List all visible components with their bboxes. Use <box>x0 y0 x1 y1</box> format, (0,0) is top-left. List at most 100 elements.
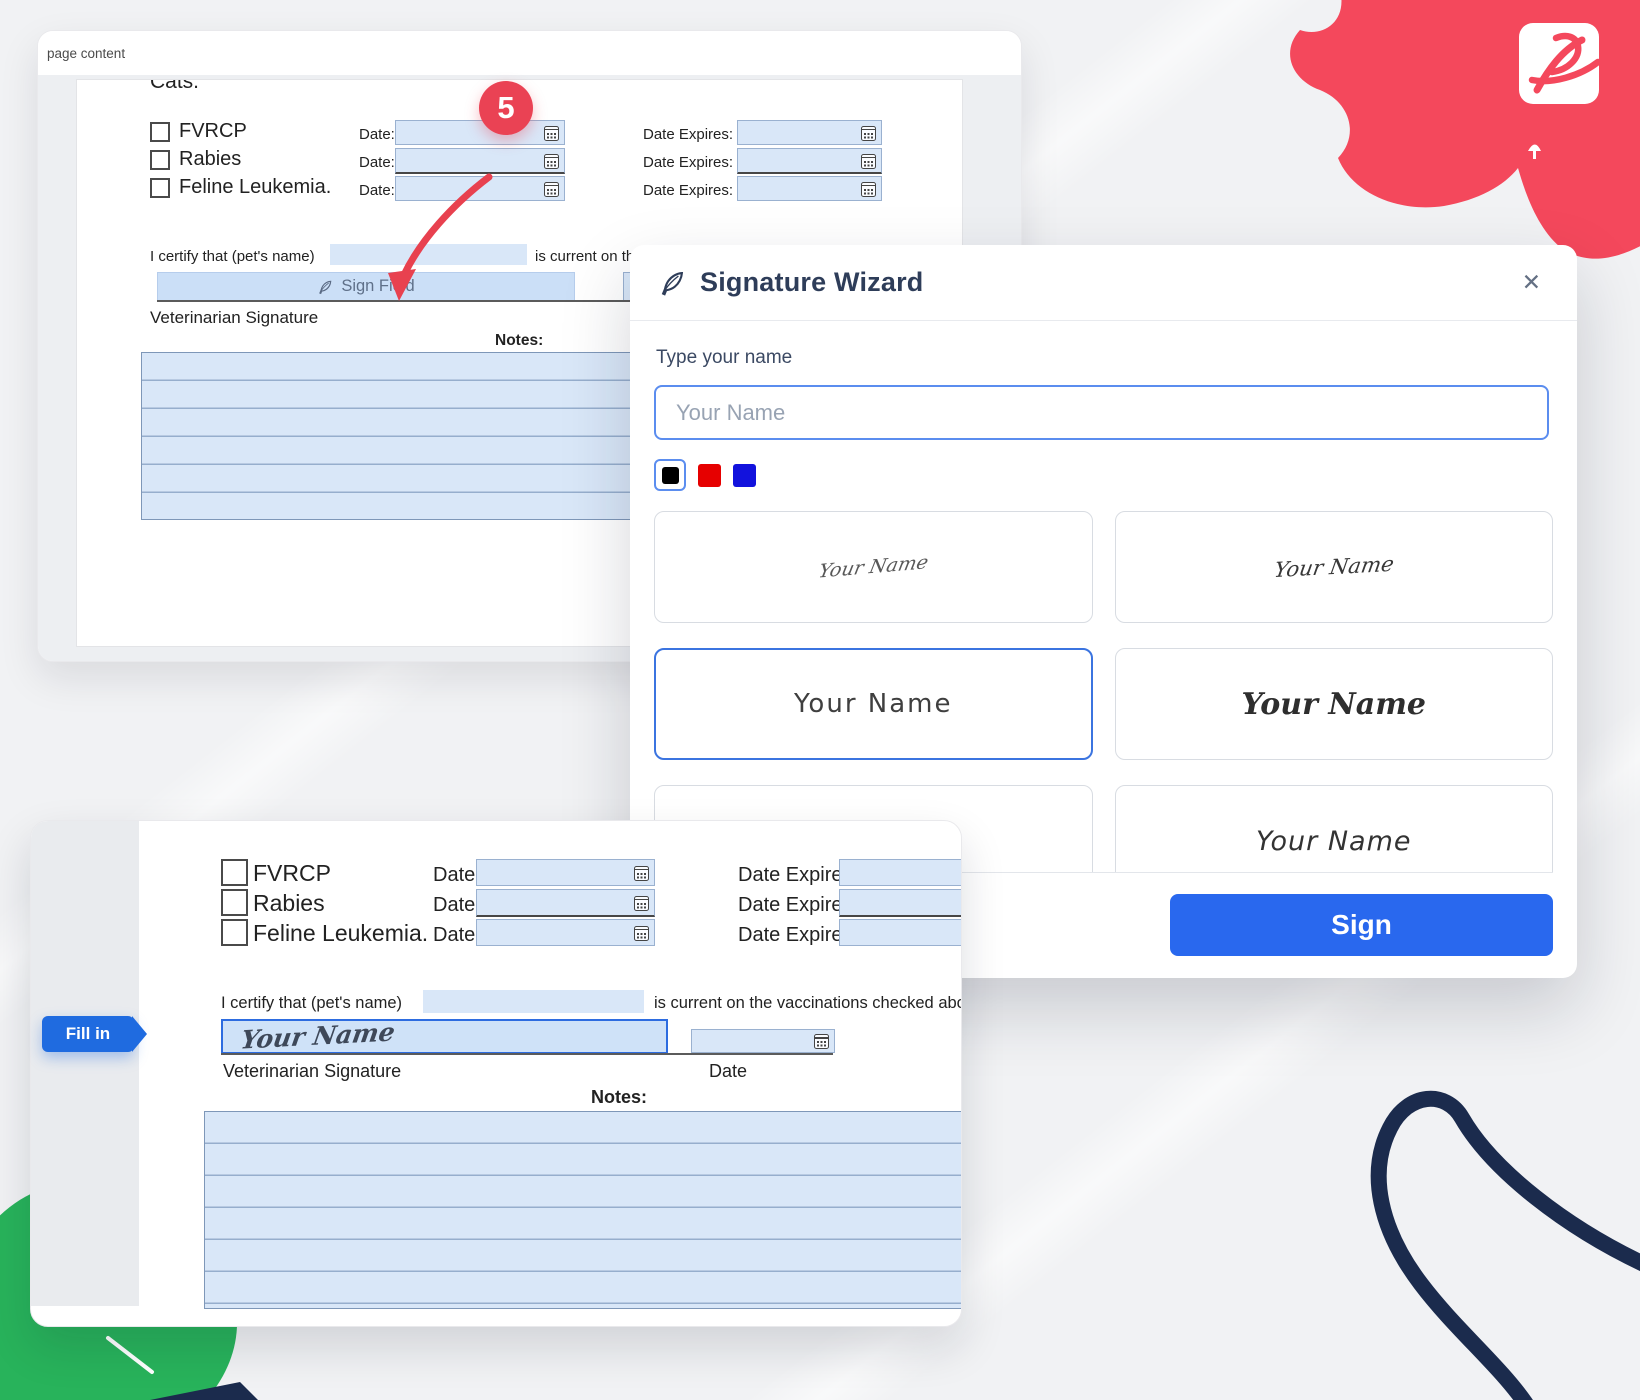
sign-field-button[interactable]: Sign Field <box>157 272 575 301</box>
certify-prefix-text: I certify that (pet's name) <box>150 248 315 265</box>
pdf-page: FVRCP Rabies Feline Leukemia. Date: Date… <box>139 833 961 1326</box>
titlebar-label: page content <box>47 45 126 61</box>
quill-pen-icon <box>319 280 332 294</box>
date-expires-input[interactable] <box>737 120 882 145</box>
calendar-icon <box>634 865 649 881</box>
signature-style-grid: Your Name Your Name Your Name Your Name … <box>654 511 1553 873</box>
date-expires-input[interactable] <box>839 919 961 946</box>
date-label: Date: <box>359 126 395 143</box>
calendar-icon <box>861 181 876 197</box>
checkbox-feline-leukemia[interactable] <box>150 178 170 198</box>
signature-preview-text: Your Name <box>816 551 931 583</box>
signature-style-option-6[interactable]: Your Name <box>1114 785 1553 872</box>
vaccine-label: Rabies <box>253 890 325 916</box>
calendar-icon <box>634 925 649 941</box>
veterinarian-signature-caption: Veterinarian Signature <box>150 308 319 327</box>
quill-pen-icon <box>661 271 684 296</box>
navy-wedge <box>150 1382 258 1400</box>
date-caption: Date <box>709 1061 748 1081</box>
vaccine-label: Feline Leukemia. <box>179 176 332 198</box>
window-titlebar: page content <box>38 31 1021 76</box>
step-badge: 5 <box>479 81 533 135</box>
calendar-icon <box>634 895 649 911</box>
date-expires-input[interactable] <box>839 889 961 917</box>
signature-preview-text: Your Name <box>1256 825 1412 857</box>
date-label: Date: <box>359 182 395 199</box>
date-expires-input[interactable] <box>737 176 882 201</box>
checkbox-feline-leukemia[interactable] <box>221 919 248 946</box>
vaccine-label: Feline Leukemia. <box>253 920 429 946</box>
certify-suffix-text: is current on the vaccinations checked a… <box>654 994 961 1012</box>
white-slash <box>106 1336 154 1374</box>
ink-color-red[interactable] <box>698 463 721 487</box>
signature-style-option-2[interactable]: Your Name <box>1114 511 1553 623</box>
signature-value-text: Your Name <box>238 1017 398 1055</box>
veterinarian-signature-caption: Veterinarian Signature <box>223 1061 402 1081</box>
pdf-window-bottom: FVRCP Rabies Feline Leukemia. Date: Date… <box>30 820 962 1327</box>
date-input[interactable] <box>395 120 565 145</box>
fill-in-callout: Fill in <box>42 1016 147 1052</box>
ink-color-blue[interactable] <box>733 463 756 487</box>
close-icon[interactable]: ✕ <box>1514 265 1549 300</box>
ink-color-black <box>661 466 679 484</box>
date-input[interactable] <box>395 148 565 174</box>
signature-preview-text: Your Name <box>1272 551 1396 583</box>
date-input[interactable] <box>476 859 655 886</box>
date-input[interactable] <box>476 919 655 946</box>
signature-line <box>157 300 647 302</box>
callout-arrow-icon <box>132 1016 147 1052</box>
date-label: Date: <box>359 154 395 171</box>
signature-input-filled[interactable]: Your Name <box>221 1017 668 1055</box>
signature-preview-text: Your Name <box>794 689 953 719</box>
notes-textarea[interactable] <box>204 1111 961 1309</box>
signature-style-option-4[interactable]: Your Name <box>1114 648 1553 760</box>
date-input[interactable] <box>395 176 565 201</box>
date-expires-input[interactable] <box>839 859 961 886</box>
vaccine-label: FVRCP <box>179 120 247 142</box>
type-name-label: Type your name <box>656 347 793 368</box>
signature-date-input[interactable] <box>691 1029 835 1053</box>
checkbox-fvrcp[interactable] <box>221 859 248 886</box>
pdf-app-logo-icon <box>1519 23 1602 104</box>
calendar-icon <box>544 181 559 197</box>
notes-label: Notes: <box>495 332 544 349</box>
certify-prefix-text: I certify that (pet's name) <box>221 994 403 1012</box>
form-fragment-text: Cats. <box>150 79 200 93</box>
ink-color-swatches <box>654 459 756 491</box>
pet-name-input[interactable] <box>423 990 644 1013</box>
signature-style-option-3-selected[interactable]: Your Name <box>654 648 1093 760</box>
calendar-icon <box>544 125 559 141</box>
calendar-icon <box>861 125 876 141</box>
date-expires-label: Date Expires: <box>643 182 734 199</box>
red-blob <box>1290 0 1640 259</box>
dialog-header: Signature Wizard ✕ <box>630 245 1577 321</box>
date-label: Date: <box>433 864 481 886</box>
checkbox-rabies[interactable] <box>221 889 248 916</box>
vaccine-label: FVRCP <box>253 860 331 886</box>
checkbox-fvrcp[interactable] <box>150 122 170 142</box>
fill-in-label: Fill in <box>42 1016 134 1052</box>
calendar-icon <box>861 153 876 169</box>
calendar-icon <box>544 153 559 169</box>
date-label: Date: <box>433 894 481 916</box>
sign-field-label: Sign Field <box>341 277 415 295</box>
ink-color-black-selected[interactable] <box>654 459 686 491</box>
date-expires-input[interactable] <box>737 148 882 174</box>
pet-name-input[interactable] <box>330 244 527 265</box>
name-input[interactable] <box>654 385 1549 440</box>
notes-label: Notes: <box>591 1087 648 1107</box>
vaccine-label: Rabies <box>179 148 242 170</box>
signature-style-option-1[interactable]: Your Name <box>654 511 1093 623</box>
signature-line <box>221 1052 833 1055</box>
signature-preview-text: Your Name <box>1241 686 1427 722</box>
sign-button[interactable]: Sign <box>1170 894 1553 956</box>
dialog-title: Signature Wizard <box>700 267 924 297</box>
navy-squiggle <box>1370 1090 1640 1400</box>
date-input[interactable] <box>476 889 655 917</box>
step-number: 5 <box>497 90 515 125</box>
calendar-icon <box>814 1034 829 1049</box>
date-label: Date: <box>433 924 481 946</box>
checkbox-rabies[interactable] <box>150 150 170 170</box>
date-expires-label: Date Expires: <box>643 154 734 171</box>
